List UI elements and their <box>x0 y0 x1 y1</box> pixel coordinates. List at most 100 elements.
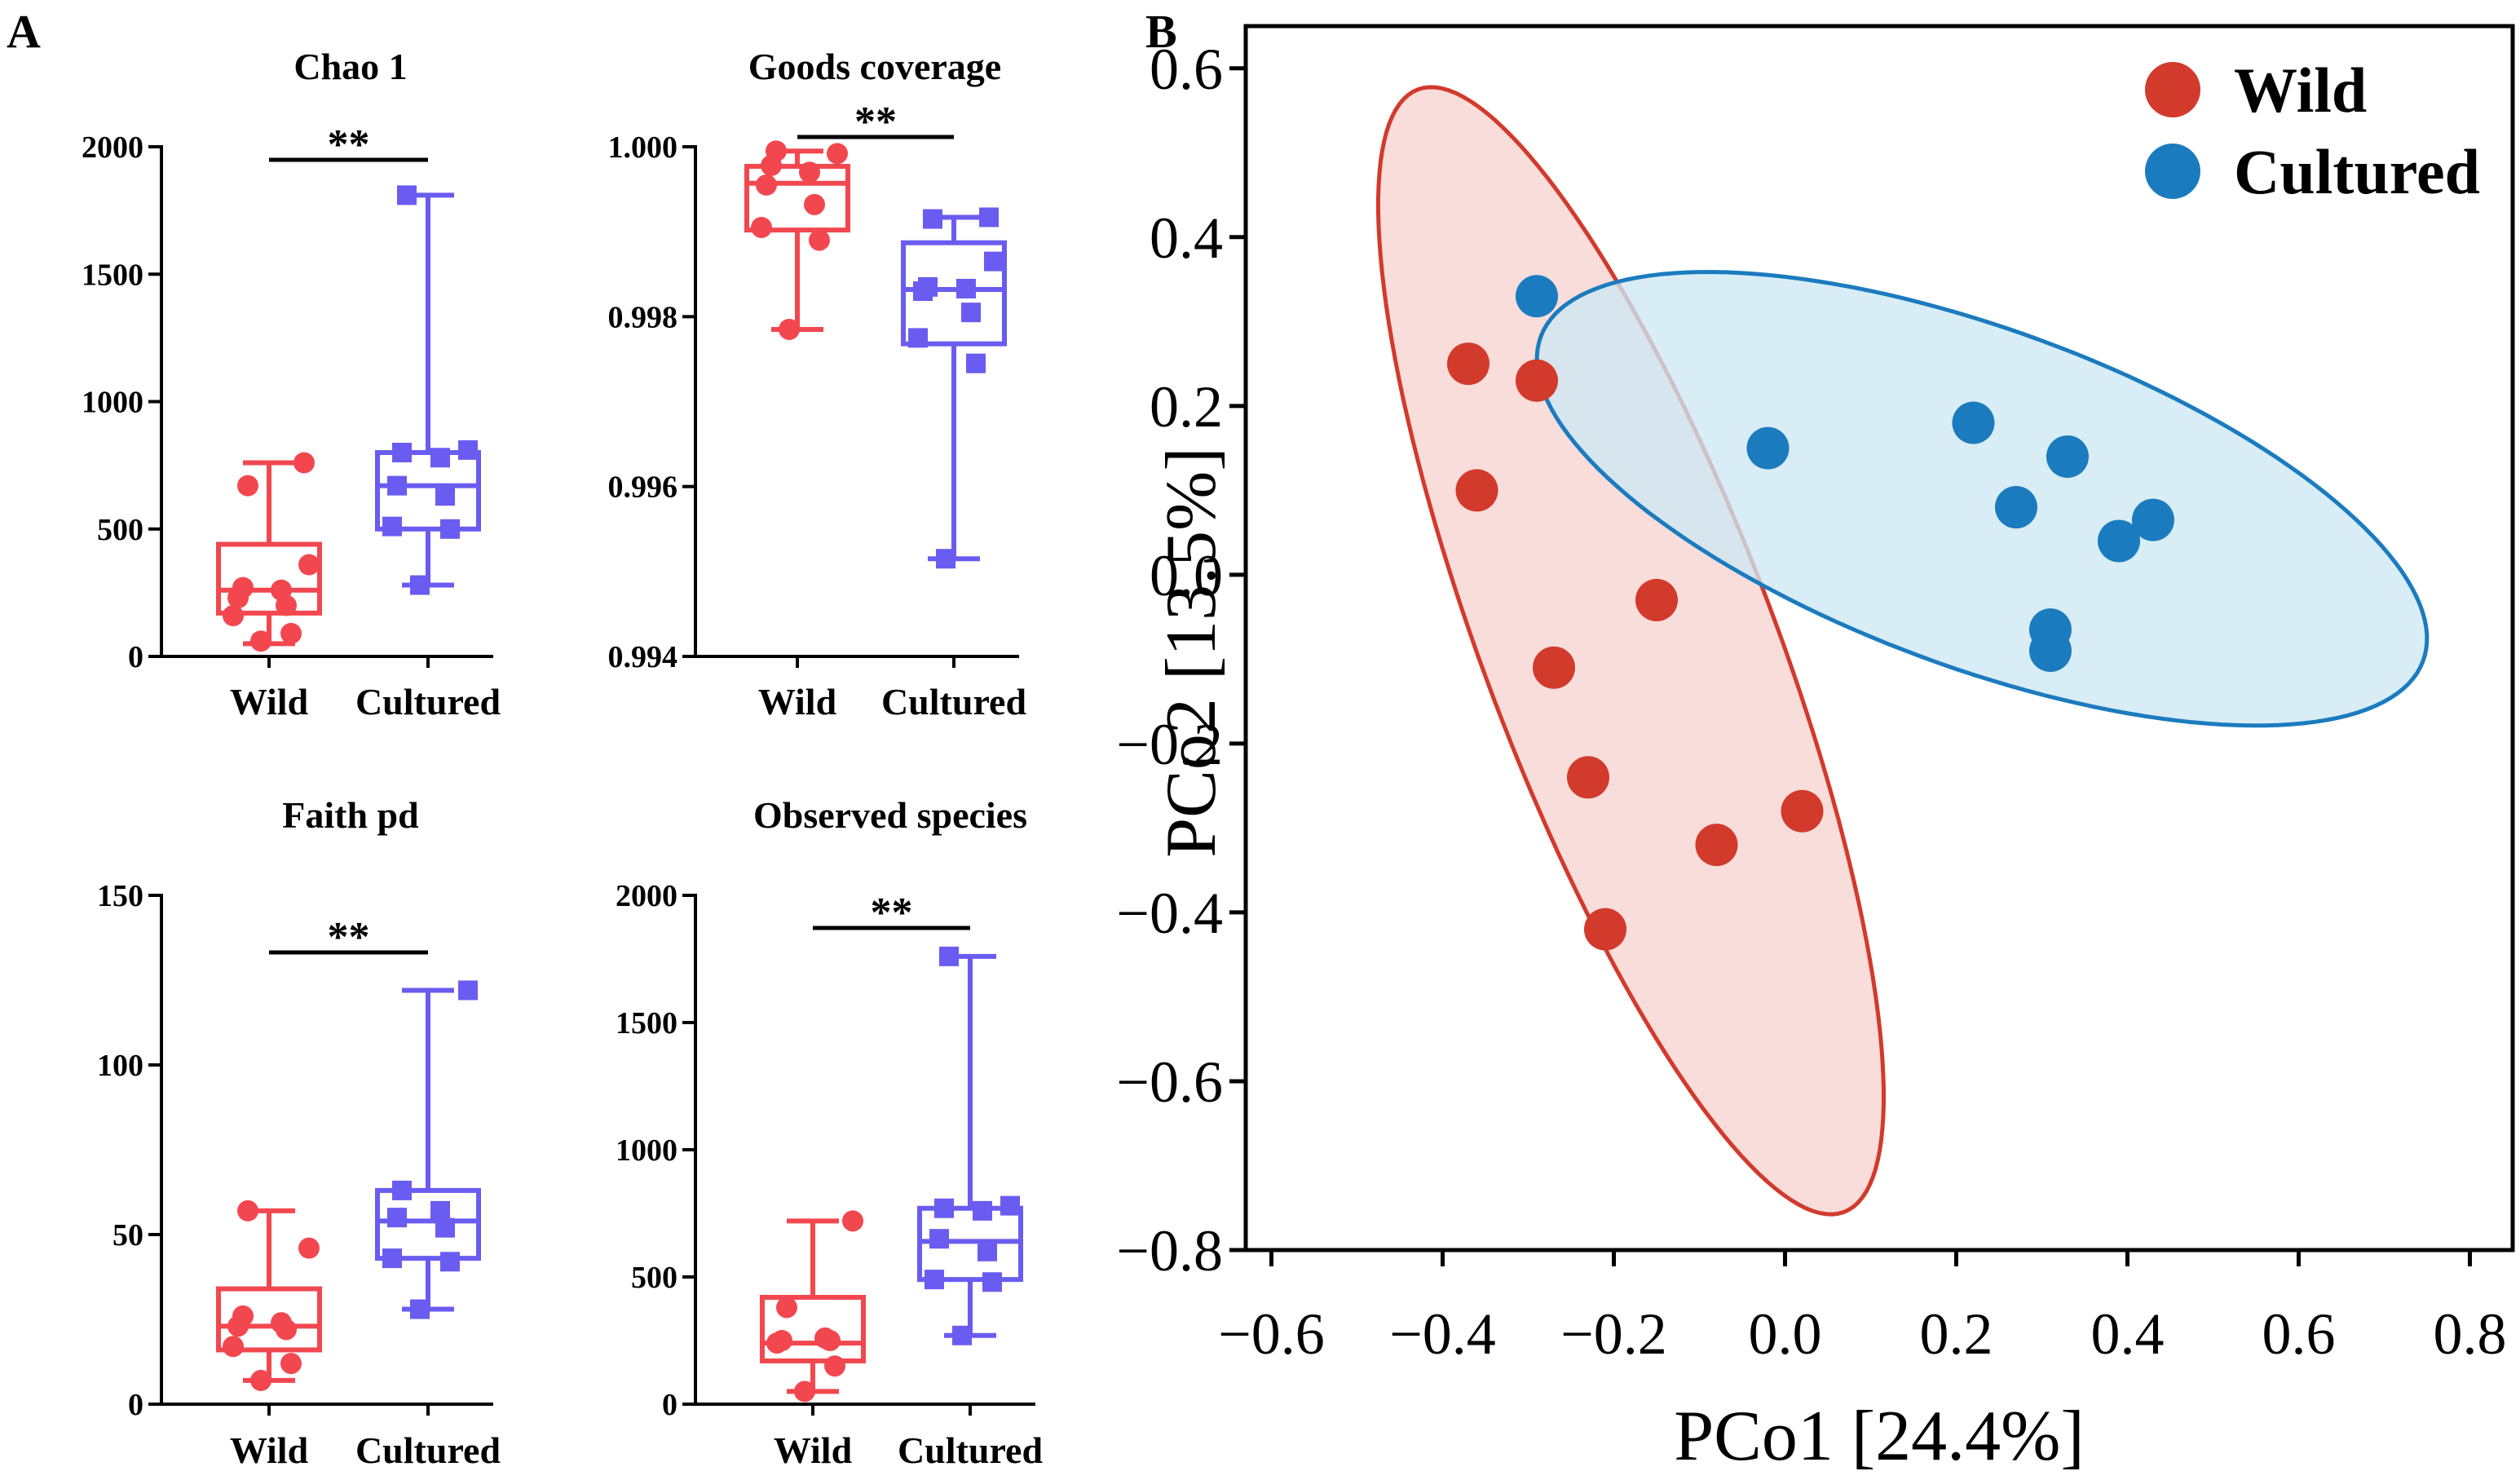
data-point-wild <box>1781 789 1824 833</box>
data-point <box>952 1325 972 1345</box>
data-point <box>973 1200 992 1221</box>
x-tick-label: Cultured <box>355 1429 501 1471</box>
data-point <box>978 1241 997 1261</box>
data-point <box>435 1217 455 1238</box>
data-point-wild <box>1635 578 1678 621</box>
box-iqr <box>760 1294 866 1363</box>
data-point <box>458 980 478 1001</box>
data-point <box>435 486 455 506</box>
y-tick-label: 1.000 <box>608 130 678 165</box>
y-tick-label: 1500 <box>82 258 143 292</box>
data-point-wild <box>1584 908 1626 951</box>
data-point <box>827 143 848 165</box>
data-point <box>842 1210 863 1232</box>
data-point <box>961 303 981 323</box>
data-point-wild <box>1455 469 1498 512</box>
y-tick-label: 500 <box>631 1261 677 1295</box>
legend-marker-wild <box>2145 62 2200 117</box>
data-point <box>271 579 292 601</box>
data-point <box>237 475 258 497</box>
panel-letter-b: B <box>1145 5 1177 58</box>
box-cultured <box>917 946 1023 1345</box>
y-tick-label: 0 <box>128 1388 143 1422</box>
data-point-cultured <box>1952 401 1995 444</box>
x-axis-label: PCo1 [24.4%] <box>1674 1397 2085 1476</box>
box-iqr <box>917 1205 1023 1283</box>
box-iqr <box>375 1187 481 1261</box>
data-point <box>250 1369 271 1391</box>
significance-marker: ** <box>854 99 897 145</box>
data-point <box>430 448 450 468</box>
significance-marker: ** <box>328 121 370 168</box>
pcoa-plot: 0.6 0.4 0.2 0.0 −0.2 −0.4 −0.6 −0.8 −0.6 −0.4 −0.2… <box>1116 24 2515 1476</box>
data-point <box>387 475 407 496</box>
y-tick-label: 0 <box>128 640 143 674</box>
x-tick-label: 0.2 <box>1920 1301 1993 1367</box>
x-tick-label: Cultured <box>881 681 1026 722</box>
data-point <box>923 209 942 229</box>
box-wild <box>760 1210 866 1403</box>
y-tick-label: −0.4 <box>1116 881 1223 946</box>
data-point <box>756 174 777 196</box>
y-tick-label: 500 <box>97 513 143 547</box>
x-tick-label: 0.4 <box>2091 1301 2165 1367</box>
y-tick-label: 1500 <box>616 1006 677 1040</box>
data-point <box>232 1305 254 1327</box>
y-tick-label: 1000 <box>616 1133 677 1168</box>
data-point <box>223 1336 244 1358</box>
data-point <box>280 622 302 644</box>
data-point <box>293 452 315 474</box>
data-point <box>918 276 938 297</box>
y-tick-label: 50 <box>113 1218 143 1252</box>
legend: Wild Cultured <box>2145 55 2480 207</box>
x-tick-label: −0.4 <box>1389 1301 1496 1367</box>
data-point <box>799 161 820 183</box>
y-tick-label: 0.996 <box>608 471 678 505</box>
x-tick-label: Cultured <box>355 681 501 722</box>
x-tick-label: Cultured <box>898 1429 1043 1471</box>
data-point <box>430 1200 450 1221</box>
data-point <box>232 577 254 599</box>
data-point <box>966 353 986 373</box>
box-cultured <box>901 207 1007 569</box>
box-panel-1: Chao 1 0 500 1000 1500 2000 Wild Cultured ** <box>82 46 501 722</box>
data-point <box>779 318 800 340</box>
data-point-cultured <box>1746 426 1790 470</box>
y-tick-label: 0.998 <box>608 300 678 334</box>
data-point <box>410 575 430 595</box>
data-point <box>809 229 830 251</box>
chart-title: Chao 1 <box>293 46 407 87</box>
significance-marker: ** <box>871 890 913 936</box>
data-point <box>410 1299 430 1319</box>
box-cultured <box>375 980 481 1319</box>
y-tick-label: 150 <box>97 879 143 913</box>
box-iqr <box>744 163 850 233</box>
data-point <box>271 1312 292 1334</box>
data-point-wild <box>1533 646 1575 689</box>
y-tick-label: −0.6 <box>1116 1049 1223 1115</box>
legend-marker-cultured <box>2145 144 2200 199</box>
y-tick-label: 2000 <box>616 879 677 913</box>
x-tick-label: Wild <box>774 1429 853 1471</box>
legend-label-wild: Wild <box>2234 55 2367 126</box>
data-point <box>936 549 955 569</box>
significance-marker: ** <box>328 914 370 961</box>
data-point <box>382 516 402 537</box>
data-point <box>984 251 1004 272</box>
chart-title: Faith pd <box>282 794 419 836</box>
y-tick-label: 0 <box>662 1388 677 1422</box>
box-panel-2: Goods coverage 0.994 0.996 0.998 1.000 Wild Cu… <box>608 46 1027 722</box>
data-point <box>751 216 772 238</box>
x-tick-label: Wild <box>758 681 837 722</box>
data-point <box>223 605 244 626</box>
y-tick-label: 0.2 <box>1150 374 1223 440</box>
data-point-wild <box>1447 342 1489 386</box>
data-point-cultured <box>1995 486 2037 529</box>
data-point <box>982 1272 1002 1292</box>
y-tick-label: 100 <box>97 1049 143 1083</box>
x-tick-label: −0.2 <box>1560 1301 1667 1367</box>
data-point-wild <box>1516 359 1558 402</box>
data-point <box>908 328 928 348</box>
ellipse-wild <box>1376 85 1886 1217</box>
chart-title: Goods coverage <box>748 46 1001 87</box>
